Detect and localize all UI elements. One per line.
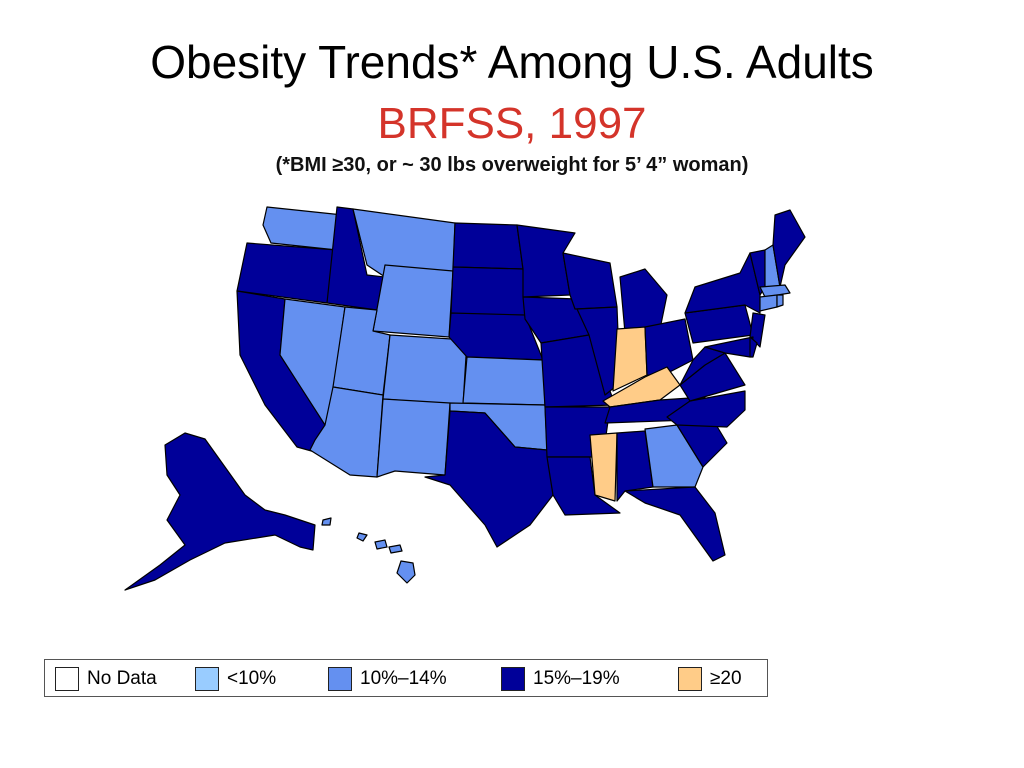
legend-item-lt10: <10% <box>195 666 276 692</box>
state-nd <box>452 222 524 270</box>
legend-label: No Data <box>87 668 157 689</box>
state-de <box>749 336 758 358</box>
bmi-note: (*BMI ≥30, or ~ 30 lbs overweight for 5’… <box>275 154 749 176</box>
state-wy <box>372 264 454 338</box>
legend-label: ≥20 <box>710 668 742 689</box>
legend: No Data <10% 10%–14% 15%–19% ≥20 <box>44 659 768 697</box>
state-oh <box>644 318 694 378</box>
state-nj <box>749 312 766 348</box>
legend-item-15-19: 15%–19% <box>501 666 620 692</box>
legend-swatch <box>501 667 525 691</box>
state-ak <box>124 432 316 591</box>
state-ga <box>644 424 704 488</box>
legend-label: 10%–14% <box>360 668 447 689</box>
legend-item-ge20: ≥20 <box>678 666 742 692</box>
state-fl <box>624 486 726 562</box>
us-obesity-map <box>124 206 806 591</box>
legend-swatch <box>55 667 79 691</box>
state-la <box>546 456 621 516</box>
state-ri <box>776 294 784 308</box>
state-hi <box>321 517 416 584</box>
legend-item-10-14: 10%–14% <box>328 666 447 692</box>
state-mi <box>619 268 668 334</box>
legend-item-no-data: No Data <box>55 666 157 692</box>
legend-swatch <box>678 667 702 691</box>
state-me <box>772 209 806 288</box>
state-tx <box>424 410 554 548</box>
state-co <box>382 334 468 406</box>
state-wa <box>262 206 344 251</box>
page-title: Obesity Trends* Among U.S. Adults <box>150 36 874 88</box>
legend-swatch <box>195 667 219 691</box>
legend-swatch <box>328 667 352 691</box>
legend-label: 15%–19% <box>533 668 620 689</box>
state-il <box>576 306 621 396</box>
page-subtitle: BRFSS, 1997 <box>377 99 647 148</box>
state-nm <box>376 398 451 478</box>
legend-label: <10% <box>227 668 277 689</box>
state-al <box>616 430 654 502</box>
state-ct <box>759 294 778 312</box>
state-ma <box>759 284 791 298</box>
state-ms <box>589 432 618 502</box>
state-ks <box>462 356 546 406</box>
state-ny <box>684 252 761 314</box>
state-sd <box>450 266 526 320</box>
